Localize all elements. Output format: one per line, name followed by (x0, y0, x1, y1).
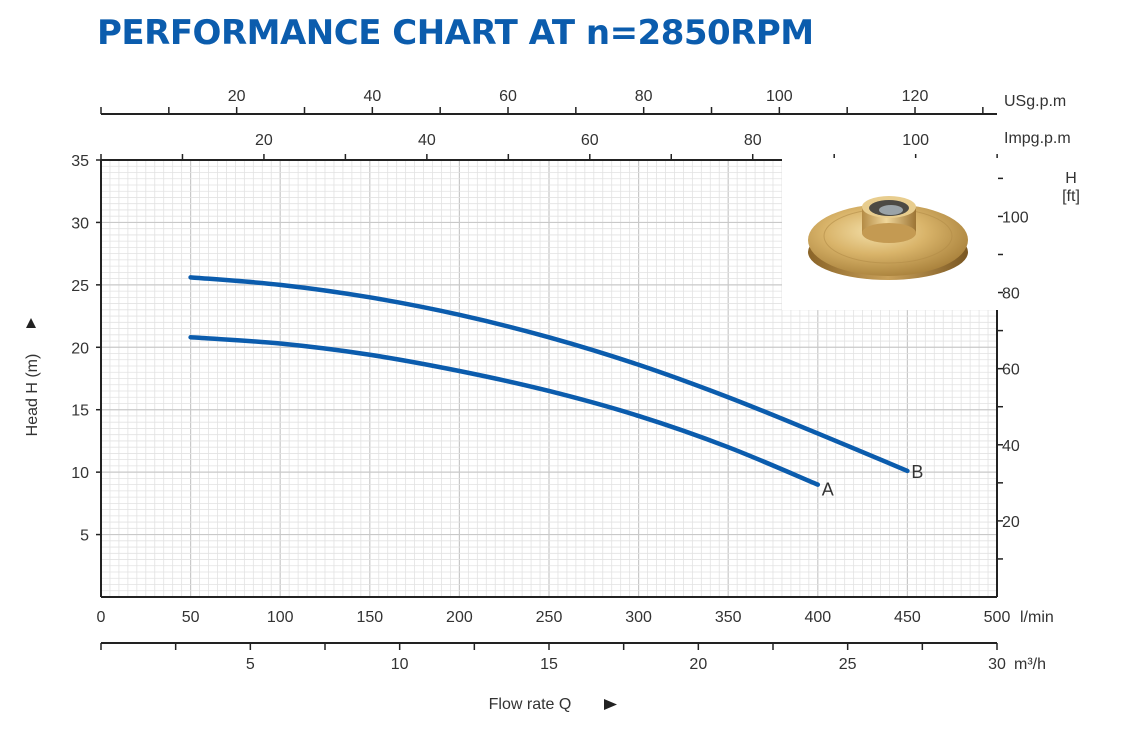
usgpm-tick-label: 20 (228, 88, 246, 105)
impgpm-unit: Impg.p.m (1004, 130, 1071, 147)
ft-tick-label: 40 (1002, 438, 1020, 455)
lmin-tick-label: 0 (97, 609, 106, 626)
usgpm-tick-label: 60 (499, 88, 517, 105)
lmin-tick-label: 400 (804, 609, 831, 626)
lmin-tick-label: 100 (267, 609, 294, 626)
m3h-tick-label: 20 (689, 656, 707, 673)
lmin-unit: l/min (1020, 609, 1054, 626)
lmin-tick-label: 50 (182, 609, 200, 626)
ft-tick-label: 20 (1002, 514, 1020, 531)
impgpm-tick-label: 60 (581, 132, 599, 149)
y-axis-title: Head H (m) (24, 354, 41, 437)
lmin-tick-label: 500 (984, 609, 1011, 626)
ft-tick-label: 100 (1002, 209, 1029, 226)
lmin-tick-label: 150 (356, 609, 383, 626)
ft-unit-bottom: [ft] (1062, 188, 1080, 205)
x-axis-title: Flow rate Q (489, 696, 572, 713)
curve-A (188, 335, 821, 487)
grid (100, 159, 998, 598)
y-tick-label: 20 (71, 340, 89, 357)
m3h-tick-label: 5 (246, 656, 255, 673)
impgpm-tick-label: 100 (902, 132, 929, 149)
y-axis-arrow-icon (26, 318, 36, 328)
ft-tick-label: 80 (1002, 286, 1020, 303)
m3h-tick-label: 30 (988, 656, 1006, 673)
impgpm-tick-label: 40 (418, 132, 436, 149)
usgpm-tick-label: 120 (902, 88, 929, 105)
ft-unit-top: H (1065, 170, 1077, 187)
y-tick-label: 35 (71, 153, 89, 170)
lmin-tick-label: 250 (536, 609, 563, 626)
usgpm-tick-label: 40 (363, 88, 381, 105)
curve-label-B: B (911, 462, 923, 482)
x-axis-arrow-icon (604, 699, 617, 710)
usgpm-tick-label: 80 (635, 88, 653, 105)
curves: AB (188, 275, 923, 500)
impgpm-tick-label: 20 (255, 132, 273, 149)
chart-title: PERFORMANCE CHART AT n=2850RPM (97, 13, 814, 53)
lmin-tick-label: 450 (894, 609, 921, 626)
y-tick-label: 15 (71, 403, 89, 420)
usgpm-tick-label: 100 (766, 88, 793, 105)
impgpm-tick-label: 80 (744, 132, 762, 149)
ft-tick-label: 60 (1002, 362, 1020, 379)
m3h-unit: m³/h (1014, 656, 1046, 673)
y-tick-label: 30 (71, 215, 89, 232)
curve-B (188, 275, 910, 474)
y-tick-label: 10 (71, 465, 89, 482)
y-tick-label: 5 (80, 528, 89, 545)
lmin-tick-label: 300 (625, 609, 652, 626)
impeller-photo (782, 158, 998, 310)
lmin-tick-label: 350 (715, 609, 742, 626)
lmin-tick-label: 200 (446, 609, 473, 626)
curve-label-A: A (822, 480, 834, 500)
y-tick-label: 25 (71, 278, 89, 295)
m3h-tick-label: 25 (839, 656, 857, 673)
m3h-tick-label: 15 (540, 656, 558, 673)
usgpm-unit: USg.p.m (1004, 93, 1066, 110)
m3h-tick-label: 10 (391, 656, 409, 673)
